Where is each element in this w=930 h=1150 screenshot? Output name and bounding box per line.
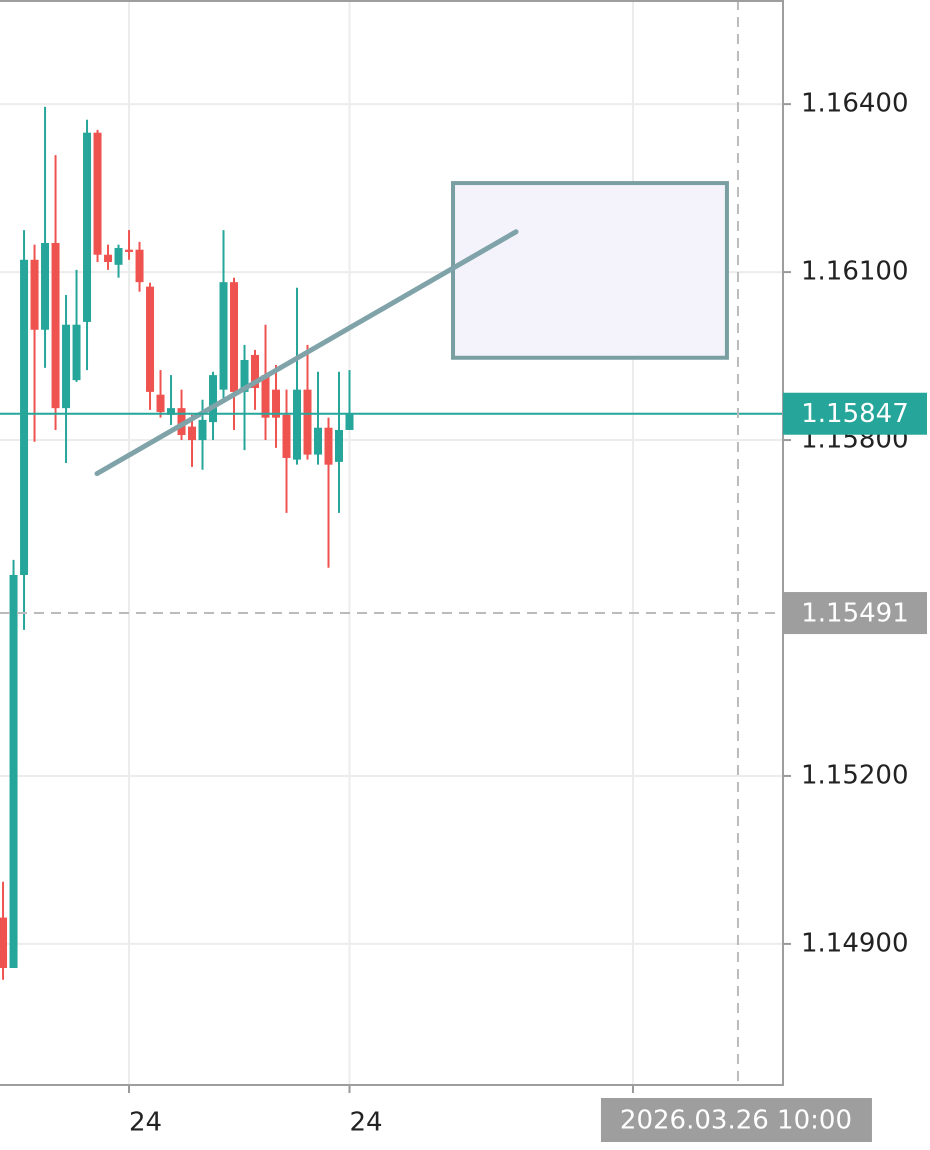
candle-body bbox=[219, 282, 228, 390]
trendline bbox=[94, 229, 519, 477]
candle-body bbox=[177, 408, 186, 436]
candle-body bbox=[156, 394, 165, 413]
candle-body bbox=[72, 324, 81, 381]
candle-body bbox=[51, 242, 60, 409]
candle-body bbox=[30, 259, 39, 330]
candle-body bbox=[314, 427, 323, 455]
crosshair-price-label: 1.15491 bbox=[801, 599, 909, 629]
candle-body bbox=[9, 574, 18, 968]
candle-body bbox=[282, 414, 291, 458]
candle-body bbox=[335, 429, 344, 462]
candle-body bbox=[188, 426, 197, 441]
candle-body bbox=[146, 286, 155, 392]
candle-body bbox=[251, 354, 260, 388]
candle-body bbox=[198, 419, 207, 441]
y-tick-label: 1.14900 bbox=[801, 928, 909, 958]
candle-body bbox=[240, 359, 249, 392]
crosshair-price-box bbox=[783, 592, 927, 635]
candle-body bbox=[83, 132, 92, 322]
candle-body bbox=[125, 249, 134, 252]
candle-body bbox=[20, 259, 29, 575]
current-price-box bbox=[783, 392, 927, 435]
y-tick-label: 1.16400 bbox=[801, 89, 909, 119]
candle-body bbox=[261, 375, 270, 418]
x-tick-label: 24 bbox=[350, 1108, 383, 1138]
candle-body bbox=[324, 427, 333, 465]
candle-body bbox=[272, 389, 281, 418]
current-price-label: 1.15847 bbox=[801, 399, 909, 429]
y-tick-label: 1.16100 bbox=[801, 257, 909, 287]
candle-body bbox=[209, 375, 218, 423]
candle-body bbox=[93, 132, 102, 255]
candle-body bbox=[104, 254, 113, 263]
candle-body bbox=[41, 242, 50, 330]
candle-body bbox=[135, 249, 144, 283]
candle-body bbox=[0, 917, 8, 968]
crosshair-time-box bbox=[600, 1098, 872, 1142]
candle-body bbox=[167, 408, 176, 415]
x-tick-label: 24 bbox=[129, 1108, 162, 1138]
candle-body bbox=[114, 248, 123, 265]
rectangle-drawing bbox=[451, 181, 729, 360]
plot-frame bbox=[0, 0, 784, 1086]
candle-body bbox=[303, 389, 312, 455]
candle-body bbox=[345, 413, 354, 430]
candle-body bbox=[62, 324, 71, 409]
candle-body bbox=[293, 389, 302, 460]
crosshair-time-label: 2026.03.26 10:00 bbox=[620, 1106, 852, 1136]
candle-body bbox=[230, 282, 239, 392]
y-tick-label: 1.15200 bbox=[801, 760, 909, 790]
